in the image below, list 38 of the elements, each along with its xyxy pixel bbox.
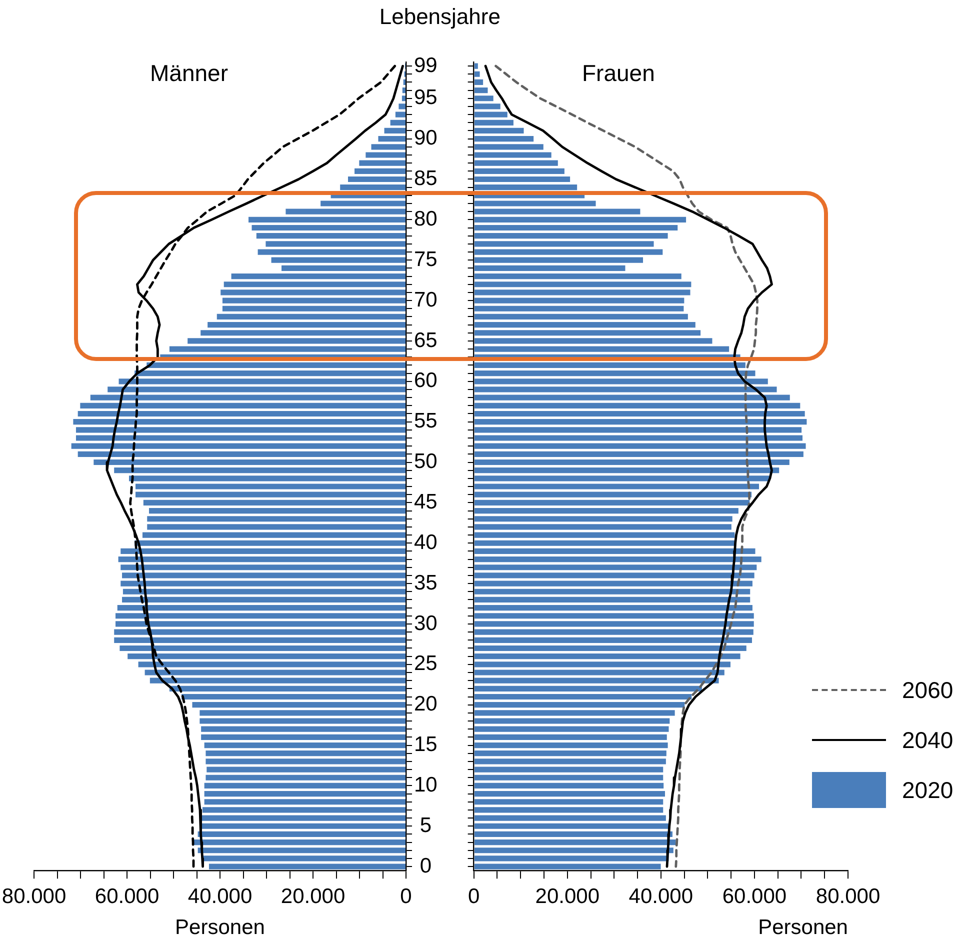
x-tick-label: 0 [468, 884, 480, 908]
x-axis-title: Personen [175, 916, 265, 940]
y-tick-label: 35 [414, 571, 438, 594]
legend-label: 2020 [902, 776, 954, 804]
y-tick-label: 65 [414, 328, 438, 352]
y-tick-label: 0 [420, 854, 432, 878]
x-tick-label: 40.000 [188, 884, 252, 908]
y-tick-label: 30 [414, 612, 438, 635]
y-tick-label: 25 [414, 652, 438, 676]
y-tick-label: 85 [414, 167, 438, 190]
x-axis-title: Personen [758, 916, 848, 940]
y-tick-label: 5 [420, 814, 432, 837]
y-tick-label: 50 [414, 450, 438, 474]
y-tick-label: 80 [414, 207, 438, 230]
x-tick-label: 80.000 [816, 884, 880, 908]
y-tick-label: 15 [414, 733, 438, 756]
x-tick-label: 20.000 [535, 884, 600, 908]
x-tick-label: 60.000 [722, 884, 787, 908]
y-tick-label: 95 [414, 86, 438, 110]
y-tick-label: 40 [414, 530, 438, 554]
x-tick-label: 60.000 [94, 884, 160, 908]
y-tick-label: 70 [414, 288, 438, 312]
y-tick-label: 75 [414, 248, 438, 271]
y-tick-label: 20 [414, 692, 438, 716]
x-tick-label: 40.000 [628, 884, 694, 908]
legend-label: 2040 [902, 726, 954, 754]
x-tick-label: 80.000 [2, 884, 66, 908]
y-tick-label: 45 [414, 490, 438, 514]
y-tick-label: 10 [414, 773, 438, 796]
y-tick-label: 99 [414, 54, 438, 77]
y-tick-label: 55 [414, 410, 438, 433]
chart-title: Frauen [582, 60, 655, 87]
legend-label: 2060 [902, 676, 954, 704]
x-tick-label: 20.000 [280, 884, 346, 908]
y-axis-title: Lebensjahre [378, 4, 502, 30]
y-tick-label: 90 [414, 126, 438, 150]
chart-title: Männer [150, 60, 228, 87]
y-tick-label: 60 [414, 369, 438, 392]
